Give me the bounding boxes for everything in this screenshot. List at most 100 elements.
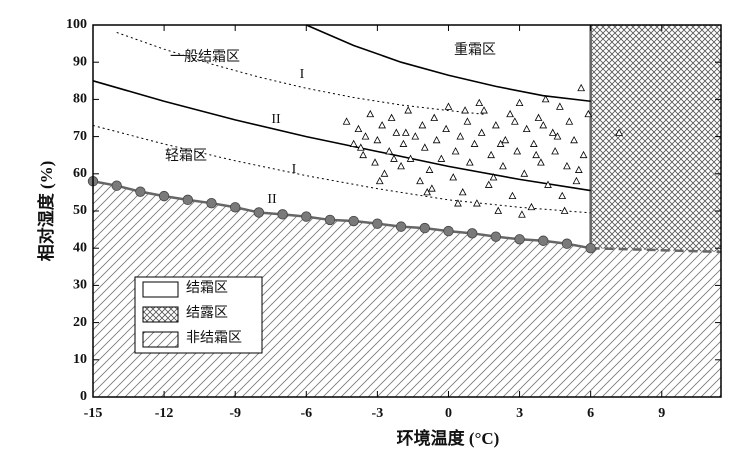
observation-marker	[513, 147, 522, 155]
region-annotation: I	[292, 162, 297, 177]
frost-curve	[92, 124, 591, 214]
observation-marker	[570, 135, 578, 144]
observation-marker	[499, 162, 507, 170]
boundary-point	[585, 242, 596, 254]
observation-marker	[371, 158, 379, 166]
observation-marker	[572, 176, 581, 185]
observation-marker	[551, 147, 559, 155]
boundary-point	[324, 214, 336, 226]
x-axis-label: 环境温度 (°C)	[397, 428, 500, 448]
observation-marker	[454, 199, 462, 207]
boundary-point	[490, 231, 502, 242]
frost-curve	[305, 24, 591, 103]
observation-marker	[361, 132, 370, 140]
observation-marker	[534, 113, 543, 121]
legend-label: 结霜区	[186, 280, 228, 296]
observation-marker	[356, 143, 365, 151]
region-annotation: II	[267, 192, 277, 207]
observation-marker	[465, 158, 474, 166]
dew-region	[590, 25, 721, 252]
frost-curve	[590, 246, 722, 254]
observation-marker	[380, 169, 389, 177]
observation-marker	[522, 124, 531, 133]
observation-marker	[539, 121, 548, 129]
region-annotation: I	[300, 67, 305, 82]
observation-marker	[508, 191, 517, 200]
observation-marker	[375, 176, 384, 185]
observation-marker	[349, 139, 358, 147]
observation-marker	[518, 210, 526, 218]
observation-marker	[401, 128, 410, 136]
y-tick-label: 40	[73, 240, 87, 255]
boundary-point	[466, 228, 478, 239]
observation-marker	[430, 113, 439, 121]
observation-marker	[456, 132, 465, 140]
observation-marker	[541, 95, 550, 103]
observation-marker	[423, 188, 432, 196]
observation-marker	[532, 150, 541, 159]
x-tick-label: -6	[300, 406, 312, 421]
observation-marker	[555, 102, 564, 110]
y-tick-label: 10	[73, 352, 87, 367]
observation-marker	[404, 106, 413, 114]
observation-marker	[432, 135, 441, 144]
observation-marker	[496, 139, 505, 147]
observation-marker	[387, 113, 396, 121]
observation-marker	[366, 109, 375, 118]
boundary-point	[443, 225, 454, 237]
observation-marker	[527, 202, 536, 211]
x-tick-label: 9	[658, 406, 665, 421]
y-tick-label: 0	[80, 389, 87, 404]
x-tick-label: 6	[587, 406, 594, 421]
observation-marker	[470, 139, 479, 147]
observation-marker	[548, 128, 557, 136]
boundary-point	[158, 190, 170, 202]
observation-marker	[458, 188, 467, 196]
observation-marker	[359, 150, 368, 159]
boundary-point	[419, 222, 430, 234]
observation-marker	[574, 165, 583, 173]
y-tick-label: 100	[66, 17, 87, 32]
observation-marker	[373, 135, 382, 144]
y-tick-label: 20	[73, 315, 87, 330]
boundary-point	[538, 235, 549, 246]
boundary-point	[206, 197, 217, 209]
observation-marker	[425, 165, 434, 173]
observation-marker	[420, 143, 429, 151]
boundary-point	[301, 211, 312, 222]
observation-marker	[529, 139, 538, 147]
y-axis-label: 相对湿度 (%)	[36, 161, 56, 262]
legend-swatch	[142, 306, 179, 323]
boundary-point	[182, 194, 193, 206]
frost-curve	[92, 80, 591, 192]
boundary-point	[229, 202, 241, 213]
observation-marker	[399, 139, 408, 147]
observation-marker	[520, 169, 529, 177]
boundary-point	[348, 215, 359, 227]
boundary-point	[514, 234, 525, 245]
observation-marker	[442, 124, 450, 133]
observation-marker	[558, 191, 567, 200]
observation-marker	[477, 128, 486, 136]
x-tick-label: -15	[84, 406, 103, 421]
observation-marker	[480, 106, 488, 114]
observation-marker	[615, 128, 623, 136]
observation-marker	[354, 124, 363, 133]
x-tick-label: -12	[155, 406, 174, 421]
observation-marker	[411, 132, 420, 140]
frost-curve	[116, 31, 485, 115]
x-tick-label: -3	[372, 406, 384, 421]
observation-marker	[449, 173, 458, 181]
observation-marker	[553, 132, 562, 140]
observation-marker	[484, 180, 493, 188]
boundary-point	[395, 221, 407, 232]
legend-swatch	[142, 281, 179, 298]
observation-marker	[510, 117, 519, 125]
observation-marker	[475, 98, 484, 107]
observation-marker	[494, 206, 503, 214]
x-tick-label: 0	[445, 406, 452, 421]
boundary-point	[135, 186, 146, 197]
observation-marker	[392, 128, 401, 136]
